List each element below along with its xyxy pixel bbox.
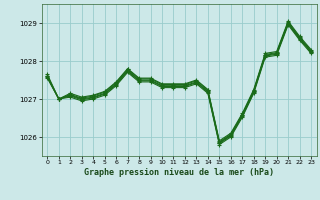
X-axis label: Graphe pression niveau de la mer (hPa): Graphe pression niveau de la mer (hPa)	[84, 168, 274, 177]
